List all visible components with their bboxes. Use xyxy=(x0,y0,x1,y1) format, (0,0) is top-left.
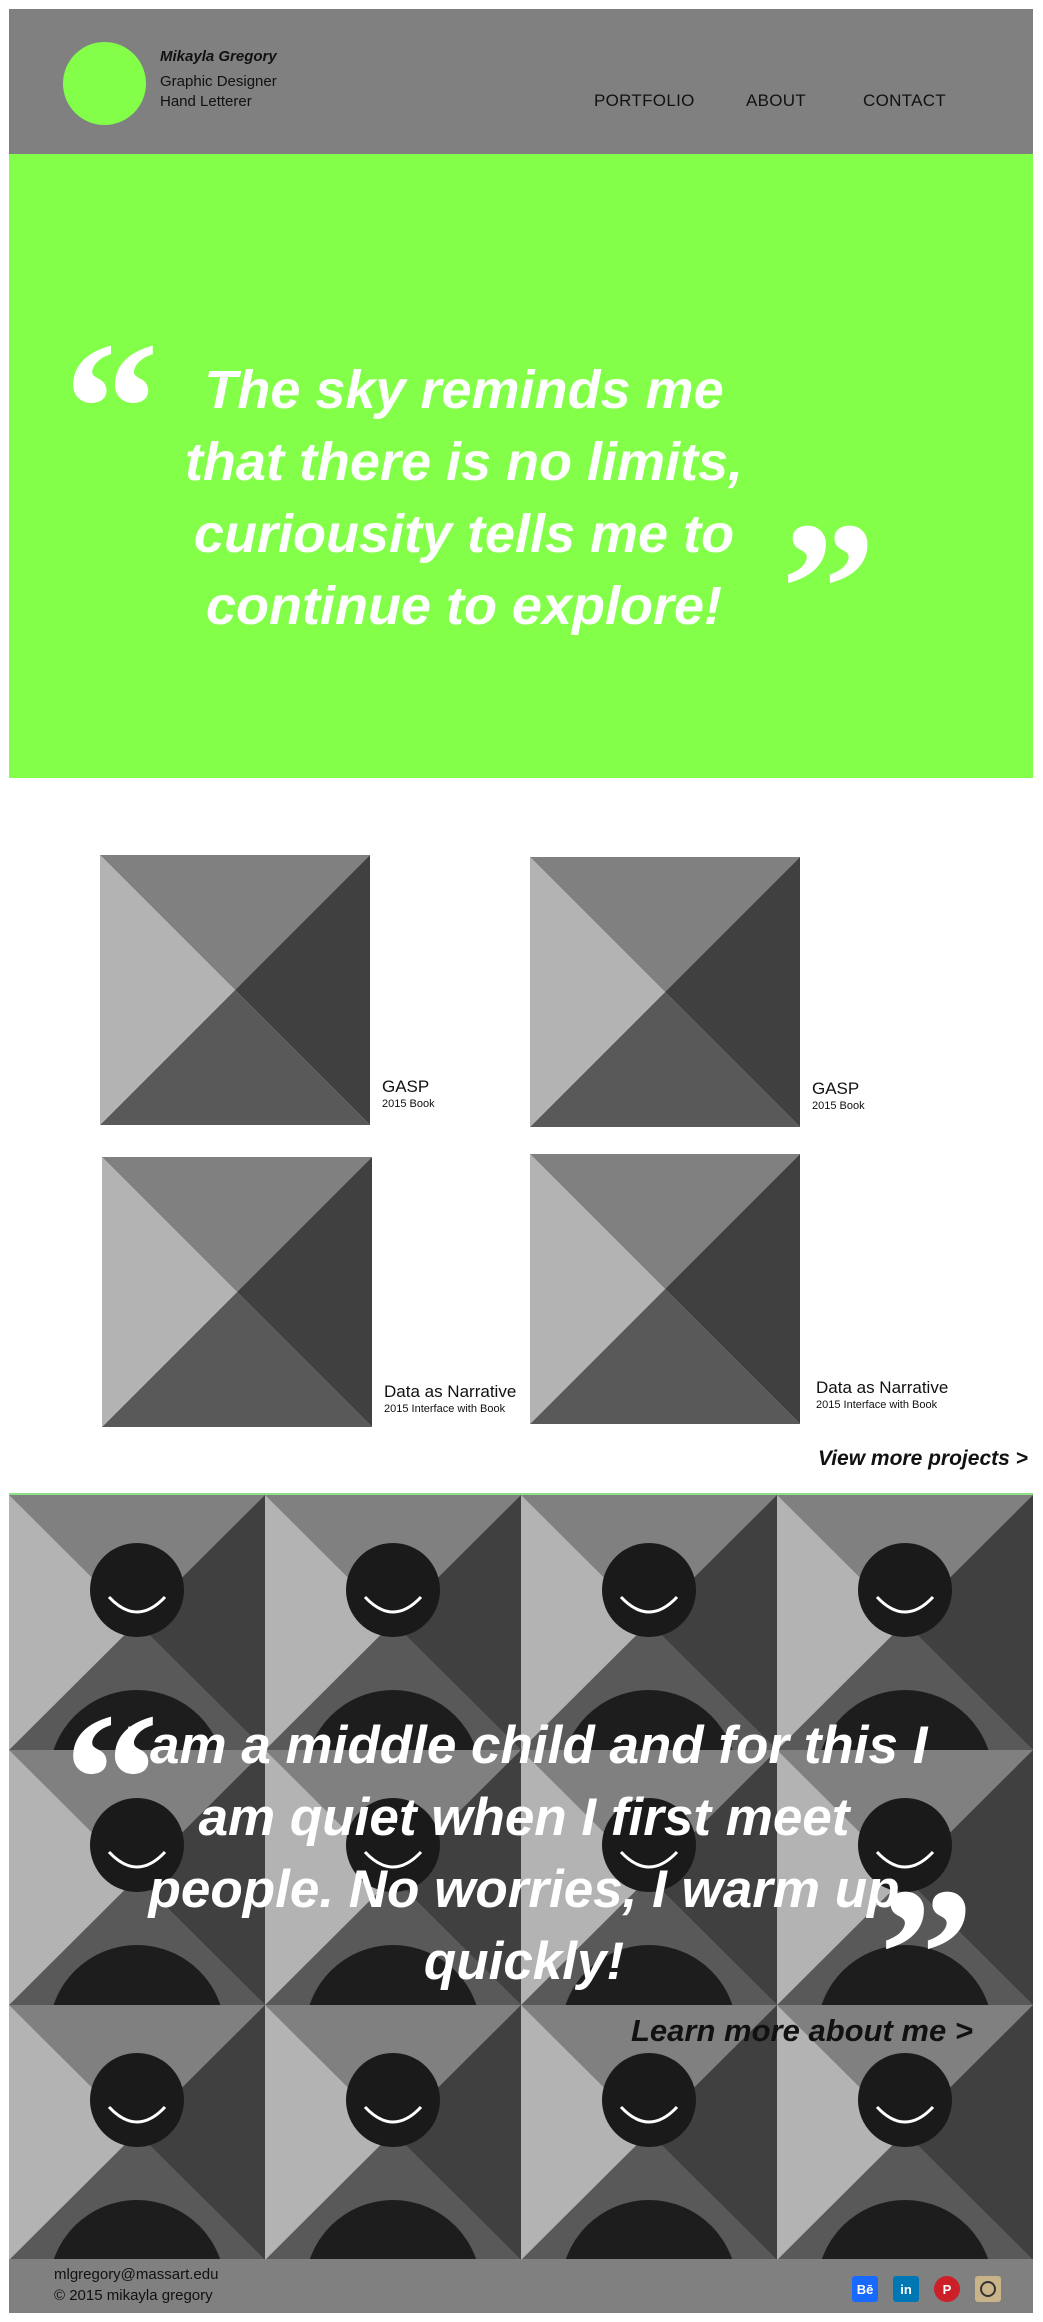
brand-name: Mikayla Gregory xyxy=(160,48,277,65)
site-header: Mikayla Gregory Graphic Designer Hand Le… xyxy=(9,9,1033,154)
project-subtitle-3: 2015 Interface with Book xyxy=(384,1403,506,1415)
page-frame: Mikayla Gregory Graphic Designer Hand Le… xyxy=(9,9,1033,2313)
behance-icon[interactable]: Bē xyxy=(852,2276,878,2302)
open-quote-icon: “ xyxy=(64,304,159,514)
linkedin-icon[interactable]: in xyxy=(893,2276,919,2302)
project-subtitle-2: 2015 Book xyxy=(812,1100,865,1112)
nav-about[interactable]: ABOUT xyxy=(746,91,807,110)
close-quote-icon: ” xyxy=(879,1850,974,2060)
portrait-tile xyxy=(9,2005,265,2259)
instagram-icon[interactable] xyxy=(975,2276,1001,2302)
learn-more-about-link[interactable]: Learn more about me > xyxy=(631,2013,973,2048)
hero-banner: “ The sky reminds me that there is no li… xyxy=(9,154,1033,778)
portrait-tile xyxy=(9,1495,265,1750)
close-quote-icon: ” xyxy=(781,484,876,694)
project-thumbnail-2[interactable] xyxy=(530,857,800,1127)
project-thumbnail-1[interactable] xyxy=(100,855,370,1125)
view-more-projects-link[interactable]: View more projects > xyxy=(818,1447,1028,1470)
portrait-tile xyxy=(521,2005,777,2259)
project-subtitle-4: 2015 Interface with Book xyxy=(816,1399,938,1411)
portrait-tile xyxy=(9,1750,265,2005)
hero-quote: The sky reminds me that there is no limi… xyxy=(184,360,744,636)
nav-contact[interactable]: CONTACT xyxy=(863,91,946,110)
project-title-3[interactable]: Data as Narrative xyxy=(384,1382,517,1401)
pinterest-icon[interactable]: P xyxy=(934,2276,960,2302)
footer-email[interactable]: mlgregory@massart.edu xyxy=(54,2266,219,2283)
project-title-4[interactable]: Data as Narrative xyxy=(816,1378,949,1397)
portrait-tile xyxy=(777,1750,1033,2005)
open-quote-icon: “ xyxy=(64,1675,159,1885)
portrait-tile xyxy=(521,1495,777,1750)
site-footer: mlgregory@massart.edu © 2015 mikayla gre… xyxy=(9,2259,1033,2313)
portrait-tile xyxy=(777,1495,1033,1750)
portrait-tile xyxy=(265,1495,521,1750)
about-section: “ I am a middle child and for this I am … xyxy=(9,1493,1033,2259)
portrait-mosaic xyxy=(9,1495,1033,2259)
project-thumbnail-3[interactable] xyxy=(102,1157,372,1427)
portrait-tile xyxy=(265,2005,521,2259)
portrait-tile xyxy=(265,1750,521,2005)
project-title-2[interactable]: GASP xyxy=(812,1079,860,1098)
brand-role-designer: Graphic Designer xyxy=(160,73,277,90)
footer-copyright: © 2015 mikayla gregory xyxy=(54,2287,213,2304)
brand-role-letterer: Hand Letterer xyxy=(160,93,252,110)
project-title-1[interactable]: GASP xyxy=(382,1077,430,1096)
logo-circle[interactable] xyxy=(63,42,146,125)
project-thumbnail-4[interactable] xyxy=(530,1154,800,1424)
portrait-tile xyxy=(777,2005,1033,2259)
project-subtitle-1: 2015 Book xyxy=(382,1098,435,1110)
portrait-tile xyxy=(521,1750,777,2005)
nav-portfolio[interactable]: PORTFOLIO xyxy=(594,91,695,110)
about-quote: I am a middle child and for this I am qu… xyxy=(120,1716,928,1991)
